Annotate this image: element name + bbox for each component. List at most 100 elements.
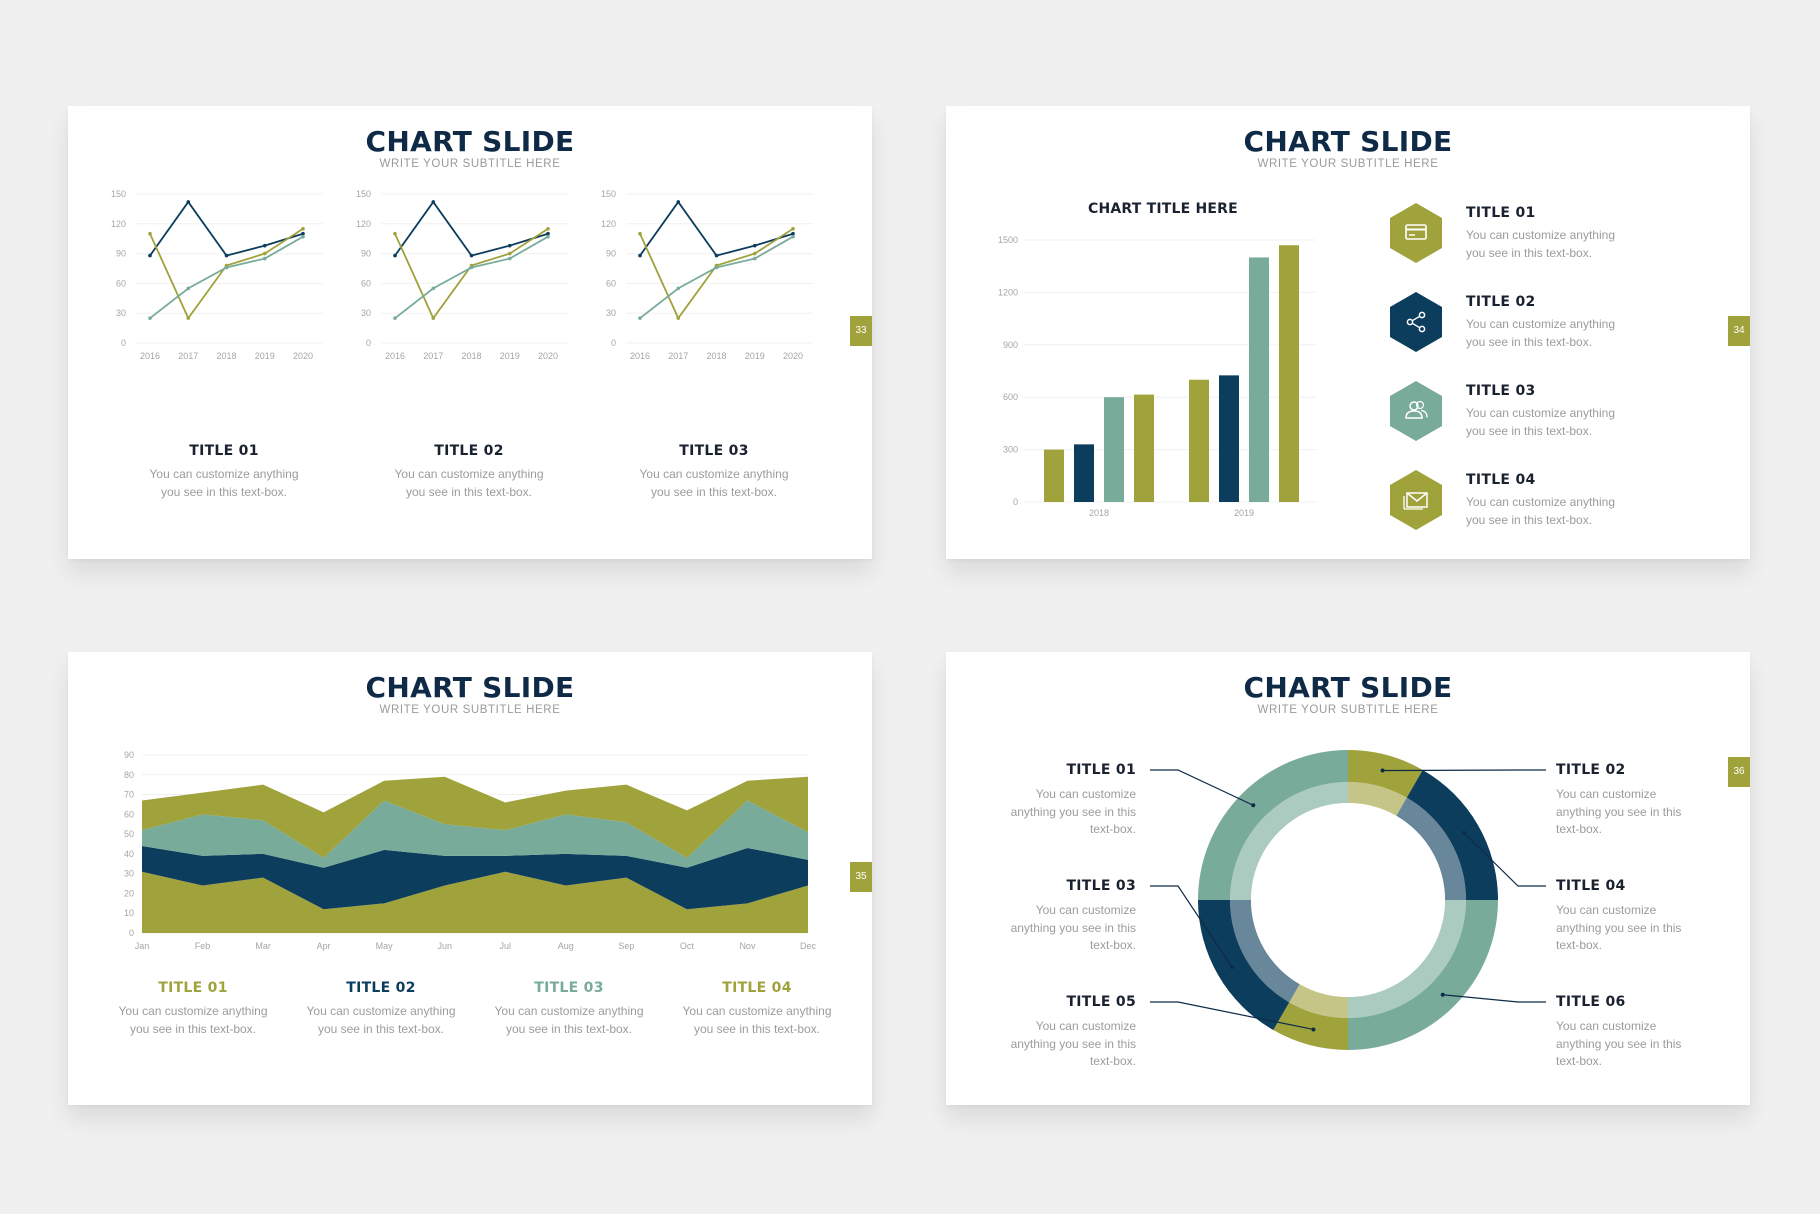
series-line [149, 200, 304, 257]
series-line [639, 228, 794, 320]
chart-title: CHART TITLE HERE [1088, 201, 1238, 217]
data-point [638, 231, 642, 236]
data-point [262, 251, 267, 256]
leader-line [1150, 1001, 1314, 1031]
y-tick-label: 50 [124, 829, 134, 839]
item-desc: You can customize anything you see in th… [1010, 903, 1136, 952]
x-tick-label: Feb [195, 941, 211, 951]
data-point [752, 243, 757, 248]
y-tick-label: 300 [1003, 445, 1018, 455]
y-tick-label: 90 [124, 750, 134, 760]
bar [1219, 375, 1239, 502]
y-tick-label: 30 [124, 869, 134, 879]
leader-line [1442, 994, 1546, 1003]
line-charts-svg: 0 30 60 90 120 150 2016 2017 2018 2019 2020 0 30 60 90… [111, 189, 813, 361]
y-tick-label: 0 [611, 338, 616, 348]
item-desc: You can customize anything you see in th… [1466, 406, 1615, 438]
item-title: TITLE 02 [434, 443, 504, 459]
data-point [752, 251, 757, 256]
x-tick-label: Mar [255, 941, 271, 951]
y-tick-label: 150 [356, 189, 371, 199]
donut-slice-inner [1230, 782, 1348, 900]
bar [1044, 449, 1064, 502]
donut-slice [1198, 750, 1348, 900]
series-line [639, 235, 794, 319]
data-point [224, 265, 229, 270]
x-tick-label: 2018 [461, 351, 481, 361]
item-desc: You can customize anything you see in th… [1010, 1019, 1136, 1068]
data-point [638, 253, 642, 258]
data-point [507, 251, 512, 256]
slide-area-chart: CHART SLIDE WRITE YOUR SUBTITLE HERE 0 10… [68, 652, 872, 1105]
data-point [507, 256, 512, 261]
x-tick-label: Jul [500, 941, 512, 951]
area-band [142, 800, 808, 868]
series-line [394, 200, 549, 257]
y-tick-label: 20 [124, 888, 134, 898]
slide-title: CHART SLIDE [1243, 125, 1453, 158]
y-tick-label: 90 [116, 249, 126, 259]
bar [1249, 257, 1269, 502]
data-point [752, 256, 757, 261]
x-tick-label: Nov [739, 941, 756, 951]
donut-slice [1406, 769, 1498, 900]
data-point [469, 253, 474, 258]
data-point [148, 231, 152, 236]
x-tick-label: 2016 [140, 351, 160, 361]
y-tick-label: 30 [361, 308, 371, 318]
data-point [791, 231, 795, 236]
data-point [148, 253, 152, 258]
slide-title: CHART SLIDE [1243, 671, 1453, 704]
data-point [301, 234, 305, 239]
x-tick-label: 2019 [1234, 508, 1254, 518]
y-tick-label: 900 [1003, 340, 1018, 350]
data-point [714, 265, 719, 270]
y-tick-label: 60 [124, 809, 134, 819]
leader-dot [1461, 830, 1466, 835]
x-tick-label: Sep [618, 941, 634, 951]
y-tick-label: 60 [606, 278, 616, 288]
item-desc: You can customize anything you see in th… [1556, 1019, 1682, 1068]
slide-donut-chart: CHART SLIDE WRITE YOUR SUBTITLE HERE TIT… [946, 652, 1750, 1105]
series-line [394, 235, 549, 319]
y-tick-label: 1500 [998, 235, 1018, 245]
y-tick-label: 30 [606, 308, 616, 318]
y-tick-label: 0 [129, 928, 134, 938]
area-chart-svg: 0 10 20 30 40 50 60 70 80 90 Jan Feb Mar Apr May Jun Jul… [124, 750, 817, 951]
bar [1074, 444, 1094, 502]
page-number: 33 [850, 316, 872, 346]
area-band [142, 776, 808, 858]
data-point [262, 256, 267, 261]
series-line [394, 228, 549, 320]
data-point [791, 226, 795, 231]
item-desc: You can customize anything you see in th… [682, 1004, 832, 1036]
item-desc: You can customize anything you see in th… [639, 467, 789, 499]
x-tick-label: 2019 [745, 351, 765, 361]
item-desc: You can customize anything you see in th… [1556, 787, 1682, 836]
data-point [301, 231, 305, 236]
donut-slice-inner [1289, 984, 1348, 1018]
data-point [676, 286, 681, 291]
leader-line [1150, 769, 1254, 806]
x-tick-label: 2016 [630, 351, 650, 361]
item-title: TITLE 03 [1066, 878, 1136, 894]
donut-slice [1348, 900, 1498, 1050]
x-tick-label: Jun [437, 941, 452, 951]
donut-slice [1198, 900, 1290, 1031]
x-tick-label: 2017 [178, 351, 198, 361]
item-desc: You can customize anything you see in th… [1466, 317, 1615, 349]
data-point [507, 243, 512, 248]
item-title: TITLE 02 [1556, 762, 1626, 778]
item-title: TITLE 03 [534, 980, 604, 996]
item-desc: You can customize anything you see in th… [494, 1004, 644, 1036]
data-point [469, 265, 474, 270]
item-title: TITLE 06 [1556, 994, 1626, 1010]
y-tick-label: 60 [116, 278, 126, 288]
x-tick-label: 2018 [706, 351, 726, 361]
users-icon [1405, 400, 1428, 419]
leader-line [1150, 885, 1233, 968]
y-tick-label: 150 [601, 189, 616, 199]
bar [1134, 394, 1154, 502]
x-tick-label: May [376, 941, 394, 951]
y-tick-label: 90 [606, 249, 616, 259]
